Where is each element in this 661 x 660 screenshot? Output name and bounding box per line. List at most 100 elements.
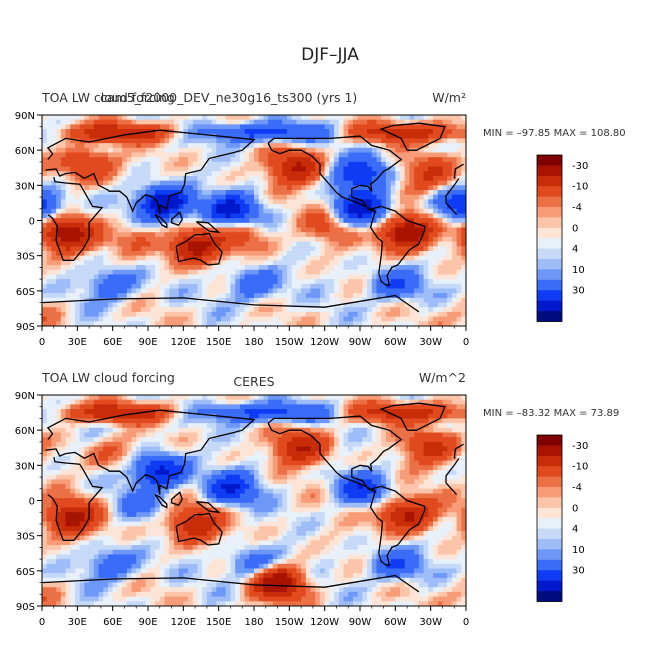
heatmap-cell	[140, 302, 147, 308]
heatmap-cell	[385, 185, 392, 191]
heatmap-cell	[192, 129, 199, 135]
heatmap-cell	[169, 297, 175, 304]
heatmap-cell	[442, 246, 448, 252]
heatmap-cell	[51, 321, 57, 326]
heatmap-cell	[173, 250, 180, 257]
heatmap-cell	[60, 199, 67, 205]
heatmap-cell	[329, 236, 335, 243]
heatmap-cell	[211, 236, 217, 243]
heatmap-cell	[447, 409, 453, 415]
heatmap-cell	[272, 399, 279, 405]
heatmap-cell	[169, 279, 175, 285]
heatmap-cell	[249, 293, 255, 299]
heatmap-cell	[442, 293, 448, 299]
heatmap-cell	[456, 171, 462, 177]
heatmap-cell	[268, 180, 274, 186]
heatmap-cell	[173, 274, 180, 280]
heatmap-cell	[178, 133, 184, 140]
heatmap-cell	[131, 194, 137, 200]
heatmap-cell	[136, 395, 142, 401]
heatmap-cell	[159, 423, 166, 429]
heatmap-cell	[343, 133, 349, 140]
heatmap-cell	[70, 227, 76, 233]
heatmap-cell	[385, 297, 392, 304]
heatmap-cell	[310, 115, 316, 121]
heatmap-cell	[390, 302, 396, 308]
heatmap-cell	[371, 175, 378, 182]
model-label: cam5_f2000_DEV_ne30g16_ts300 (yrs 1)	[100, 90, 357, 105]
heatmap-cell	[258, 232, 265, 238]
heatmap-cell	[268, 157, 274, 163]
heatmap-cell	[301, 283, 307, 290]
heatmap-cell	[169, 404, 175, 410]
heatmap-cell	[367, 409, 373, 415]
heatmap-cell	[107, 194, 114, 200]
heatmap-cell	[122, 129, 128, 135]
heatmap-cell	[235, 185, 241, 191]
heatmap-cell	[131, 307, 137, 313]
heatmap-cell	[89, 175, 95, 182]
heatmap-cell	[428, 255, 434, 261]
heatmap-cell	[404, 129, 411, 135]
heatmap-cell	[188, 166, 194, 172]
heatmap-cell	[164, 194, 170, 200]
heatmap-cell	[409, 265, 415, 271]
heatmap-cell	[197, 427, 203, 434]
heatmap-cell	[103, 265, 109, 271]
heatmap-cell	[145, 124, 151, 130]
heatmap-cell	[117, 260, 123, 266]
heatmap-cell	[249, 194, 255, 200]
heatmap-cell	[173, 218, 180, 224]
heatmap-cell	[136, 227, 142, 233]
heatmap-cell	[338, 288, 345, 294]
heatmap-cell	[65, 143, 71, 149]
heatmap-cell	[447, 222, 453, 229]
heatmap-cell	[230, 274, 236, 280]
heatmap-cell	[211, 311, 217, 318]
heatmap-cell	[206, 147, 213, 154]
heatmap-cell	[301, 227, 307, 233]
heatmap-cell	[155, 437, 161, 443]
heatmap-cell	[183, 157, 189, 163]
heatmap-cell	[381, 175, 387, 182]
heatmap-cell	[418, 413, 425, 420]
heatmap-cell	[310, 171, 316, 177]
heatmap-cell	[192, 316, 199, 322]
heatmap-cell	[122, 232, 128, 238]
heatmap-cell	[461, 399, 466, 405]
heatmap-cell	[296, 269, 302, 276]
heatmap-cell	[183, 274, 189, 280]
heatmap-cell	[93, 236, 100, 243]
heatmap-cell	[357, 311, 363, 318]
heatmap-cell	[89, 413, 95, 420]
heatmap-cell	[74, 129, 81, 135]
heatmap-cell	[93, 437, 100, 443]
heatmap-cell	[140, 274, 147, 280]
heatmap-cell	[93, 395, 100, 401]
heatmap-cell	[117, 138, 123, 144]
heatmap-cell	[400, 166, 406, 172]
heatmap-cell	[169, 152, 175, 158]
heatmap-cell	[362, 255, 368, 261]
heatmap-cell	[282, 418, 288, 424]
heatmap-cell	[324, 316, 330, 322]
heatmap-cell	[122, 409, 128, 415]
heatmap-cell	[305, 288, 312, 294]
heatmap-cell	[84, 232, 90, 238]
heatmap-cell	[390, 297, 396, 304]
heatmap-cell	[206, 274, 213, 280]
heatmap-cell	[282, 250, 288, 257]
heatmap-cell	[235, 274, 241, 280]
heatmap-cell	[140, 423, 147, 429]
heatmap-cell	[216, 399, 222, 405]
heatmap-cell	[324, 288, 330, 294]
heatmap-cell	[414, 152, 420, 158]
heatmap-cell	[371, 222, 378, 229]
heatmap-cell	[282, 115, 288, 121]
heatmap-cell	[296, 222, 302, 229]
heatmap-cell	[301, 311, 307, 318]
heatmap-cell	[206, 171, 213, 177]
heatmap-cell	[282, 269, 288, 276]
heatmap-cell	[418, 399, 425, 405]
heatmap-cell	[263, 316, 269, 322]
